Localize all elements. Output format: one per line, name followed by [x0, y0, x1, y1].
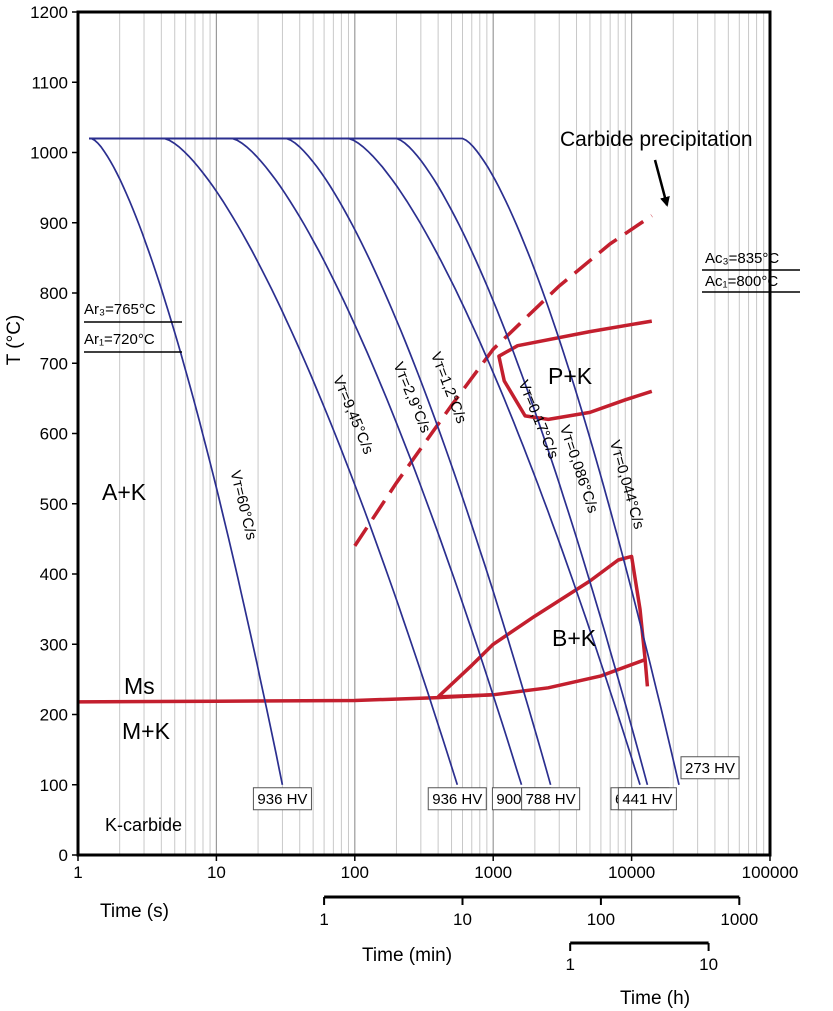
y-axis-title: T (°C)	[4, 315, 25, 366]
hours-tick-label: 1	[565, 955, 574, 974]
y-tick-label: 100	[40, 776, 68, 795]
cooling-curve	[89, 137, 284, 785]
cooling-curve	[89, 137, 552, 786]
grid	[72, 11, 771, 951]
cooling-rate-label: Vᴛ=0,086°C/s	[556, 423, 601, 515]
plot-frame	[76, 10, 772, 857]
hardness-box	[521, 787, 581, 811]
carbide-precipitation-label: Carbide precipitation	[560, 128, 753, 151]
minutes-tick-label: 1000	[720, 910, 758, 929]
hardness-label: 936 HV	[252, 787, 312, 811]
label-ms: Ms	[124, 673, 155, 699]
bainite-start-line	[436, 554, 650, 699]
x-tick-label: 10	[207, 863, 226, 882]
cooling-curve	[89, 137, 649, 786]
minutes-tick-label: 100	[587, 910, 615, 929]
cooling-curve	[89, 137, 641, 786]
x-axis-title-seconds: Time (s)	[100, 901, 169, 922]
minutes-axis-title: Time (min)	[362, 945, 452, 966]
cooling-curve	[89, 137, 459, 786]
cooling-curve	[89, 137, 523, 786]
minutes-tick-label: 1	[319, 910, 328, 929]
y-tick-label: 800	[40, 284, 68, 303]
ac1-label: Ac₁=800°C	[705, 273, 778, 290]
hardness-box	[617, 787, 677, 811]
hardness-label: 273 HV	[680, 756, 740, 780]
hardness-value: 936 HV	[432, 791, 482, 808]
hours-axis-title: Time (h)	[620, 988, 690, 1009]
hardness-label: 788 HV	[521, 787, 581, 811]
cooling-curve	[89, 137, 680, 785]
x-tick-label: 100	[341, 863, 369, 882]
y-tick-label: 1000	[30, 144, 68, 163]
hardness-box	[427, 787, 487, 811]
y-tick-label: 600	[40, 425, 68, 444]
y-tick-label: 300	[40, 635, 68, 654]
y-tick-label: 500	[40, 495, 68, 514]
region-b-k: B+K	[552, 625, 597, 651]
hours-tick-label: 10	[699, 955, 718, 974]
carbide-arrow	[653, 159, 670, 207]
ms-line	[77, 693, 494, 704]
x-tick-label: 100000	[742, 863, 799, 882]
cooling-rate-label: Vᴛ=60°C/s	[227, 469, 260, 542]
region-p-k: P+K	[548, 363, 593, 389]
hardness-label: 936 HV	[427, 787, 487, 811]
hardness-value: 788 HV	[526, 791, 576, 808]
x-tick-label: 1	[73, 863, 82, 882]
region-a-k: A+K	[102, 479, 147, 505]
minutes-tick-label: 10	[453, 910, 472, 929]
hardness-value: 936 HV	[257, 791, 307, 808]
ar3-label: Ar₃=765°C	[84, 301, 156, 318]
k-carbide-note: K-carbide	[105, 815, 182, 835]
hardness-label: 441 HV	[617, 787, 677, 811]
cooling-curves	[89, 137, 680, 786]
x-tick-label: 10000	[608, 863, 655, 882]
y-tick-label: 0	[59, 846, 68, 865]
hardness-box	[680, 756, 740, 780]
ar1-label: Ar₁=720°C	[84, 331, 155, 348]
y-tick-label: 200	[40, 706, 68, 725]
carbide-precipitation-line	[353, 214, 653, 547]
x-tick-label: 1000	[474, 863, 512, 882]
y-tick-label: 1100	[31, 73, 68, 92]
y-tick-label: 900	[40, 214, 68, 233]
hardness-box	[252, 787, 312, 811]
region-m-k: M+K	[122, 718, 171, 744]
y-tick-label: 700	[40, 354, 68, 373]
cooling-rate-label: Vᴛ=9,45°C/s	[329, 373, 377, 456]
hardness-value: 441 HV	[622, 791, 672, 808]
pearlite-transformation-line	[497, 319, 653, 422]
y-tick-label: 1200	[30, 3, 68, 22]
hardness-value: 273 HV	[685, 760, 735, 777]
y-tick-label: 400	[40, 565, 68, 584]
ac3-label: Ac₃=835°C	[705, 250, 779, 267]
